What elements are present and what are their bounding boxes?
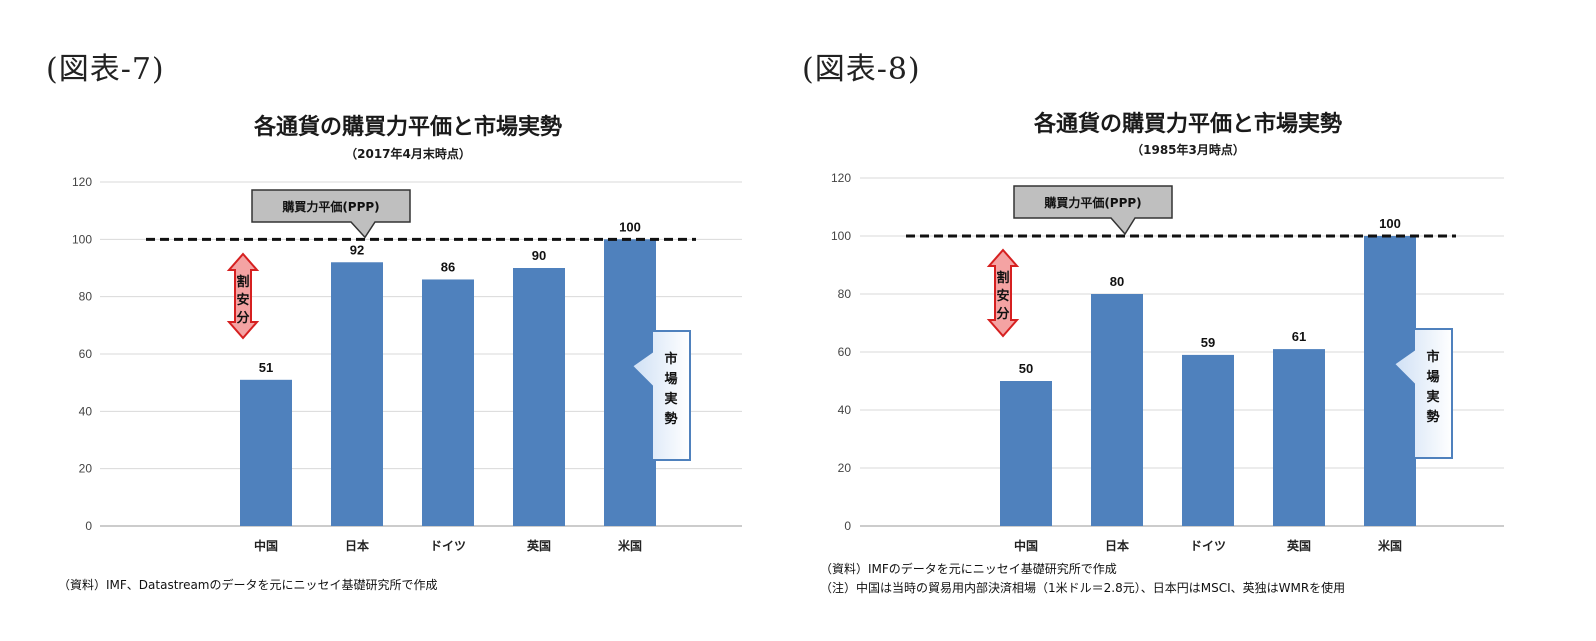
undervalued-arrow	[986, 248, 1020, 338]
y-tick-label: 20	[79, 462, 93, 476]
y-tick-label: 120	[72, 175, 92, 189]
data-label: 92	[350, 242, 364, 257]
undervalued-label: 分	[236, 310, 249, 326]
data-label: 80	[1110, 274, 1124, 289]
y-tick-label: 20	[838, 461, 852, 475]
bar-英国	[513, 268, 565, 526]
figure-7-panel: (図表-7) 各通貨の購買力平価と市場実勢 （2017年4月末時点） 0 20 40 60…	[0, 0, 790, 641]
figure-label: (図表-8)	[802, 52, 921, 87]
y-tick-label: 80	[838, 287, 852, 301]
bar-米国	[1364, 236, 1416, 526]
data-label: 86	[441, 259, 455, 274]
x-tick-label: 米国	[1378, 538, 1402, 553]
chart-title: 各通貨の購買力平価と市場実勢	[1033, 111, 1342, 137]
market-rate-label: 市	[664, 351, 677, 367]
figure-label: (図表-7)	[46, 52, 165, 87]
undervalued-label: 割	[996, 270, 1009, 286]
ppp-callout	[251, 189, 411, 239]
chart-title: 各通貨の購買力平価と市場実勢	[253, 114, 562, 140]
bar-chart-figure-7: 各通貨の購買力平価と市場実勢 （2017年4月末時点） 0 20 40 60 80 100 12…	[72, 114, 742, 553]
data-label: 51	[259, 360, 273, 375]
figure-8-panel: (図表-8) 各通貨の購買力平価と市場実勢 （1985年3月時点） 0 20 40 60 8…	[800, 0, 1590, 641]
market-rate-label: 勢	[664, 411, 677, 427]
y-tick-label: 100	[72, 232, 92, 246]
y-tick-label: 80	[79, 290, 93, 304]
y-tick-label: 0	[85, 519, 92, 533]
chart-subtitle: （2017年4月末時点）	[345, 146, 471, 161]
y-tick-label: 0	[844, 519, 851, 533]
undervalued-arrow	[226, 252, 260, 340]
x-tick-label: 英国	[1287, 538, 1311, 553]
ppp-callout	[1013, 185, 1173, 236]
undervalued-label: 分	[996, 306, 1009, 322]
source-note: （資料）IMF、Datastreamのデータを元にニッセイ基礎研究所で作成	[58, 578, 438, 592]
market-rate-label: 市	[1426, 349, 1439, 365]
undervalued-label: 安	[236, 292, 249, 308]
ppp-callout-label: 購買力平価(PPP)	[281, 199, 379, 214]
data-label: 59	[1201, 335, 1215, 350]
bar-ドイツ	[1182, 354, 1234, 526]
bar-中国	[1000, 381, 1052, 526]
x-tick-label: ドイツ	[430, 539, 466, 553]
y-tick-label: 60	[79, 347, 93, 361]
footnote: （注）中国は当時の貿易用内部決済相場（1米ドル＝2.8元）、日本円はMSCI、英…	[820, 581, 1346, 595]
bar-日本	[331, 262, 383, 526]
data-label: 100	[1379, 216, 1401, 231]
market-rate-callout	[1392, 328, 1453, 459]
bar-日本	[1091, 294, 1143, 526]
ppp-callout-label: 購買力平価(PPP)	[1043, 195, 1141, 210]
bar-中国	[240, 379, 292, 526]
x-tick-label: 中国	[1014, 538, 1038, 553]
data-label: 90	[532, 248, 546, 263]
data-label: 61	[1292, 329, 1306, 344]
market-rate-label: 実	[1426, 389, 1439, 405]
data-label: 50	[1019, 361, 1033, 376]
x-tick-label: 日本	[345, 538, 369, 553]
source-note: （資料）IMFのデータを元にニッセイ基礎研究所で作成	[820, 562, 1117, 576]
bar-ドイツ	[422, 279, 474, 526]
x-tick-label: 中国	[254, 538, 278, 553]
y-tick-label: 40	[838, 403, 852, 417]
y-tick-label: 40	[79, 404, 93, 418]
bar-英国	[1273, 349, 1325, 526]
y-tick-label: 60	[838, 345, 852, 359]
chart-subtitle: （1985年3月時点）	[1131, 142, 1245, 157]
x-tick-label: 英国	[527, 538, 551, 553]
market-rate-label: 実	[664, 391, 677, 407]
undervalued-label: 割	[236, 274, 249, 290]
y-tick-label: 120	[831, 171, 851, 185]
market-rate-label: 勢	[1426, 409, 1439, 425]
market-rate-callout	[630, 330, 691, 461]
bar-chart-figure-8: 各通貨の購買力平価と市場実勢 （1985年3月時点） 0 20 40 60 80 100 120…	[831, 111, 1504, 553]
undervalued-label: 安	[996, 288, 1009, 304]
market-rate-label: 場	[1426, 369, 1439, 385]
data-label: 100	[619, 219, 641, 234]
x-tick-label: 日本	[1105, 538, 1129, 553]
x-tick-label: 米国	[618, 538, 642, 553]
x-tick-label: ドイツ	[1190, 539, 1226, 553]
market-rate-label: 場	[664, 371, 677, 387]
y-tick-label: 100	[831, 229, 851, 243]
